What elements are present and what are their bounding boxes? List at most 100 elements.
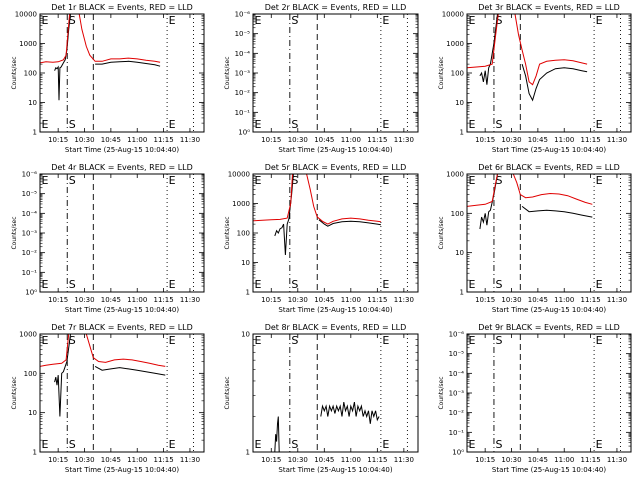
marker-label: E <box>596 118 603 131</box>
marker-label: E <box>255 174 262 187</box>
panel-det-6: Det 6r BLACK = Events, RED = LLD Counts/s… <box>438 163 632 314</box>
x-tick-label: 10:45 <box>101 136 121 144</box>
x-axis-label: Start Time (25-Aug-15 10:04:40) <box>65 466 179 474</box>
x-tick-label: 11:00 <box>127 136 147 144</box>
series-line-events <box>521 206 593 218</box>
panel-det-1: Det 1r BLACK = Events, RED = LLD Counts/s… <box>11 3 205 154</box>
plot-frame <box>466 13 632 133</box>
marker-label: E <box>255 438 262 451</box>
x-tick-label: 11:00 <box>554 136 574 144</box>
series-line-lld <box>40 334 166 367</box>
x-tick-label: 11:15 <box>367 136 387 144</box>
marker-label: S <box>69 174 76 187</box>
series-line-events <box>274 416 280 452</box>
x-tick-label: 10:45 <box>528 456 548 464</box>
marker-label: S <box>291 278 298 291</box>
marker-label: S <box>495 174 502 187</box>
plot-frame <box>39 333 205 453</box>
x-tick-label: 10:15 <box>48 136 68 144</box>
y-tick-label: 10⁻⁶ <box>235 11 251 19</box>
marker-label: E <box>255 334 262 347</box>
y-tick-label: 10000 <box>228 171 250 179</box>
marker-label: S <box>291 174 298 187</box>
y-axis-label: Counts/sec <box>224 376 231 409</box>
marker-label: E <box>596 14 603 27</box>
series-line-events <box>274 174 294 256</box>
panel-det-3: Det 3r BLACK = Events, RED = LLD Counts/s… <box>438 3 632 154</box>
x-tick-label: 10:45 <box>101 296 121 304</box>
marker-label: E <box>382 334 389 347</box>
series-line-lld <box>467 14 588 86</box>
y-tick-label: 10⁻⁵ <box>22 190 38 198</box>
series-line-events <box>521 63 588 102</box>
plot-frame <box>252 333 419 453</box>
y-tick-label: 1000 <box>232 200 250 208</box>
y-tick-label: 10⁻² <box>449 409 465 417</box>
marker-label: E <box>382 438 389 451</box>
x-tick-label: 10:45 <box>528 136 548 144</box>
marker-label: S <box>495 118 502 131</box>
x-tick-label: 10:45 <box>314 296 334 304</box>
x-tick-label: 10:30 <box>288 136 308 144</box>
marker-label: E <box>469 438 476 451</box>
x-axis-label: Start Time (25-Aug-15 10:04:40) <box>278 306 392 314</box>
y-axis-label: Counts/sec <box>438 376 445 409</box>
x-axis-label: Start Time (25-Aug-15 10:04:40) <box>65 146 179 154</box>
y-tick-label: 1000 <box>19 40 37 48</box>
y-tick-label: 10 <box>455 99 464 107</box>
panel-title: Det 7r BLACK = Events, RED = LLD <box>51 323 193 332</box>
plot-frame <box>466 173 632 293</box>
y-tick-label: 1 <box>460 289 464 297</box>
marker-label: S <box>495 438 502 451</box>
panel-title: Det 3r BLACK = Events, RED = LLD <box>478 3 620 12</box>
x-tick-label: 11:30 <box>607 296 627 304</box>
x-tick-label: 11:30 <box>180 456 200 464</box>
panel-title: Det 6r BLACK = Events, RED = LLD <box>478 163 620 172</box>
y-tick-label: 10⁰ <box>452 449 464 457</box>
series-line-events <box>94 365 166 376</box>
marker-label: E <box>596 438 603 451</box>
y-tick-label: 100 <box>24 370 37 378</box>
y-tick-label: 10⁻⁵ <box>449 350 465 358</box>
x-tick-label: 10:30 <box>74 136 94 144</box>
marker-label: E <box>42 118 49 131</box>
x-tick-label: 11:15 <box>153 296 173 304</box>
marker-label: S <box>291 118 298 131</box>
x-tick-label: 10:30 <box>74 456 94 464</box>
y-tick-label: 10⁻³ <box>449 390 465 398</box>
series-line-lld <box>40 14 161 64</box>
marker-label: E <box>255 14 262 27</box>
marker-label: E <box>169 14 176 27</box>
plot-frame <box>252 13 419 133</box>
y-tick-label: 10⁻² <box>235 89 251 97</box>
y-tick-label: 10⁻¹ <box>22 269 38 277</box>
y-tick-label: 10 <box>241 259 250 267</box>
marker-label: E <box>382 174 389 187</box>
y-tick-label: 1000 <box>446 40 464 48</box>
y-tick-label: 1 <box>33 129 37 137</box>
marker-label: S <box>69 14 76 27</box>
x-tick-label: 10:30 <box>74 296 94 304</box>
marker-label: E <box>169 118 176 131</box>
marker-label: E <box>42 334 49 347</box>
marker-label: E <box>596 278 603 291</box>
marker-label: E <box>469 174 476 187</box>
y-tick-label: 1 <box>246 449 250 457</box>
series-line-events <box>479 14 498 85</box>
plot-frame <box>466 333 632 453</box>
y-tick-label: 10⁻⁵ <box>235 30 251 38</box>
x-tick-label: 10:15 <box>261 456 281 464</box>
marker-label: E <box>42 174 49 187</box>
x-tick-label: 10:15 <box>261 296 281 304</box>
y-tick-label: 10 <box>28 409 37 417</box>
marker-label: E <box>596 334 603 347</box>
marker-label: E <box>169 438 176 451</box>
panel-title: Det 2r BLACK = Events, RED = LLD <box>265 3 407 12</box>
y-tick-label: 10⁻⁴ <box>235 50 251 58</box>
x-axis-label: Start Time (25-Aug-15 10:04:40) <box>65 306 179 314</box>
x-tick-label: 11:15 <box>367 296 387 304</box>
x-tick-label: 11:00 <box>554 296 574 304</box>
marker-label: E <box>169 278 176 291</box>
series-line-events <box>318 219 381 227</box>
